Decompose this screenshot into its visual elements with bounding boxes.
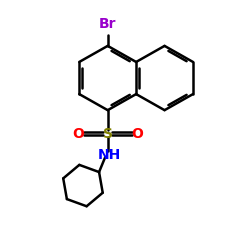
Text: NH: NH (97, 148, 120, 162)
Text: O: O (132, 127, 143, 141)
Text: S: S (103, 127, 113, 141)
Text: Br: Br (99, 16, 116, 30)
Text: O: O (72, 127, 84, 141)
